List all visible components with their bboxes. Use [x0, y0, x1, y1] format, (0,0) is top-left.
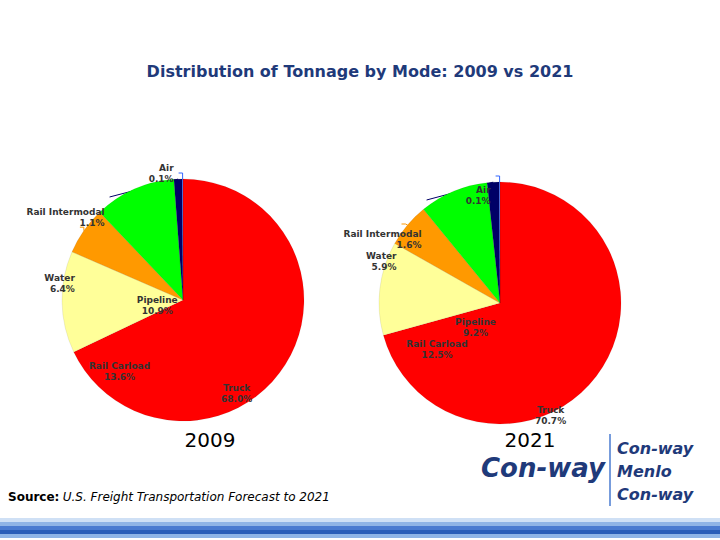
svg-text:Con-way: Con-way [617, 485, 694, 504]
svg-text:Air: Air [476, 185, 491, 195]
svg-text:9.2%: 9.2% [463, 328, 488, 338]
svg-text:Rail Carload: Rail Carload [406, 339, 467, 349]
svg-text:Distribution of Tonnage by Mod: Distribution of Tonnage by Mode: 2009 vs… [147, 62, 574, 81]
svg-text:1.1%: 1.1% [80, 218, 105, 228]
svg-text:Pipeline: Pipeline [137, 295, 178, 305]
svg-text:10.9%: 10.9% [142, 306, 173, 316]
svg-text:68.0%: 68.0% [221, 394, 252, 404]
svg-text:Air: Air [159, 163, 174, 173]
svg-text:U.S. Freight Transportation Fo: U.S. Freight Transportation Forecast to … [63, 490, 330, 504]
svg-text:Water: Water [366, 251, 397, 261]
svg-text:2021: 2021 [505, 428, 556, 452]
svg-text:Con-way: Con-way [481, 453, 606, 483]
svg-text:Water: Water [44, 273, 75, 283]
svg-text:Con-way: Con-way [617, 439, 694, 458]
svg-text:Pipeline: Pipeline [455, 317, 496, 327]
svg-text:Rail Intermodal: Rail Intermodal [26, 207, 104, 217]
svg-text:Truck: Truck [223, 383, 251, 393]
svg-text:Rail Carload: Rail Carload [89, 361, 150, 371]
svg-text:Rail Intermodal: Rail Intermodal [343, 229, 421, 239]
svg-text:Truck: Truck [537, 405, 565, 415]
svg-text:70.7%: 70.7% [535, 416, 566, 426]
svg-text:2009: 2009 [185, 428, 236, 452]
svg-text:Menlo: Menlo [617, 462, 672, 481]
svg-text:Source:: Source: [8, 490, 59, 504]
svg-text:1.6%: 1.6% [397, 240, 422, 250]
svg-text:5.9%: 5.9% [372, 262, 397, 272]
svg-text:0.1%: 0.1% [149, 174, 174, 184]
svg-text:13.6%: 13.6% [104, 372, 135, 382]
svg-text:0.1%: 0.1% [466, 196, 491, 206]
svg-text:6.4%: 6.4% [50, 284, 75, 294]
svg-text:12.5%: 12.5% [421, 350, 452, 360]
